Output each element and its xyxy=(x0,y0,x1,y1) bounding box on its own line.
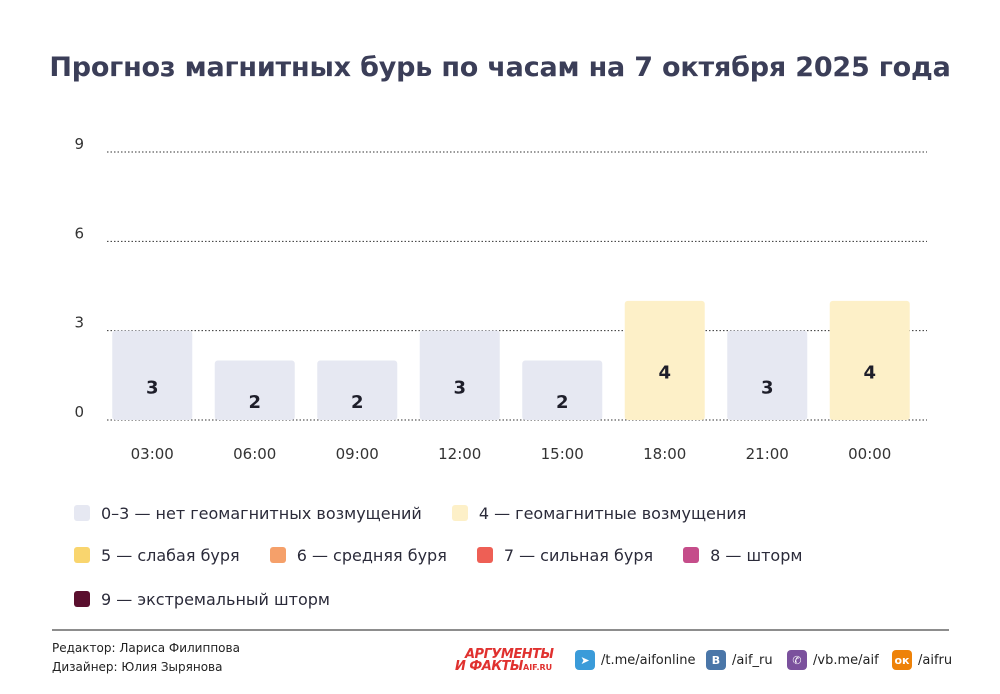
legend-row-3: 9 — экстремальный шторм xyxy=(74,587,360,611)
legend-swatch xyxy=(269,547,286,563)
bar-value-label: 4 xyxy=(863,362,876,383)
legend-label: 6 — средняя буря xyxy=(296,545,447,565)
bar-value-label: 4 xyxy=(658,362,671,383)
bar-value-label: 3 xyxy=(146,377,159,398)
legend-item-9: 9 — экстремальный шторм xyxy=(74,590,330,609)
legend-swatch xyxy=(476,547,493,563)
x-tick-label: 00:00 xyxy=(848,445,891,463)
legend-row-2: 5 — слабая буря 6 — средняя буря 7 — сил… xyxy=(74,543,832,567)
legend-swatch xyxy=(74,547,90,563)
logo-url: AIF.RU xyxy=(523,663,553,672)
bar xyxy=(829,300,910,420)
bar-value-label: 2 xyxy=(248,392,261,413)
legend-item-7: 7 — сильная буря xyxy=(476,545,654,565)
legend-label: 4 — геомагнитные возмущения xyxy=(478,503,747,523)
x-tick-label: 21:00 xyxy=(746,445,789,463)
aif-logo[interactable]: АРГУМЕНТЫ И ФАКТЫ AIF.RU xyxy=(455,647,563,675)
bar xyxy=(419,330,500,420)
social-link-text: /aif_ru xyxy=(732,652,773,668)
telegram-icon: ➤ xyxy=(575,650,595,670)
bar xyxy=(624,300,705,420)
editor-credit: Редактор: Лариса Филиппова xyxy=(52,641,240,655)
legend-row-1: 0–3 — нет геомагнитных возмущений 4 — ге… xyxy=(74,501,776,525)
logo-text-top: АРГУМЕНТЫ xyxy=(465,647,554,662)
bars: 3 2 2 3 2 4 3 4 xyxy=(112,300,910,420)
odnoklassniki-icon: ок xyxy=(892,650,912,670)
bar-value-label: 2 xyxy=(556,392,569,413)
bar-value-label: 3 xyxy=(761,377,774,398)
viber-icon: ✆ xyxy=(787,650,807,670)
x-tick-label: 18:00 xyxy=(643,445,686,463)
x-tick-label: 06:00 xyxy=(233,445,276,463)
legend-item-5: 5 — слабая буря xyxy=(74,546,240,565)
bar-chart: 0 3 6 9 3 2 2 3 2 4 3 4 03:00 06:00 09:00 12:00 15:00 1… xyxy=(74,135,927,463)
bar xyxy=(727,330,808,420)
legend-label: 8 — шторм xyxy=(710,545,803,565)
bar xyxy=(214,360,295,420)
social-viber[interactable]: ✆ /vb.me/aif xyxy=(787,650,879,670)
x-tick-label: 15:00 xyxy=(541,445,584,463)
bar xyxy=(317,360,398,420)
legend-swatch xyxy=(74,505,90,521)
x-tick-label: 09:00 xyxy=(336,445,379,463)
legend-item-8: 8 — шторм xyxy=(683,546,802,565)
x-tick-label: 12:00 xyxy=(438,445,481,463)
legend-label: 0–3 — нет геомагнитных возмущений xyxy=(101,503,422,523)
social-link-text: /aifru xyxy=(918,652,953,668)
bar-value-label: 3 xyxy=(453,377,466,398)
y-tick-label: 6 xyxy=(74,224,84,242)
bar-value-label: 2 xyxy=(351,392,364,413)
legend-item-0-3: 0–3 — нет геомагнитных возмущений xyxy=(74,504,422,523)
legend-swatch xyxy=(683,547,700,563)
x-axis-ticks: 03:00 06:00 09:00 12:00 15:00 18:00 21:00 00:00 xyxy=(131,445,892,463)
y-tick-label: 0 xyxy=(74,403,84,421)
legend-label: 5 — слабая буря xyxy=(101,545,240,565)
legend-swatch xyxy=(74,591,90,607)
designer-credit: Дизайнер: Юлия Зырянова xyxy=(52,660,223,674)
x-tick-label: 03:00 xyxy=(131,445,174,463)
social-telegram[interactable]: ➤ /t.me/aifonline xyxy=(575,650,695,670)
bar xyxy=(112,330,193,420)
y-tick-label: 3 xyxy=(74,314,84,332)
vk-icon: В xyxy=(706,650,726,670)
legend-item-6: 6 — средняя буря xyxy=(269,545,447,565)
social-vk[interactable]: В /aif_ru xyxy=(706,650,773,670)
logo-text-bottom: И ФАКТЫ xyxy=(455,659,523,674)
social-link-text: /t.me/aifonline xyxy=(601,652,696,668)
footer-divider xyxy=(52,629,949,631)
y-tick-label: 9 xyxy=(74,135,84,153)
chart-title: Прогноз магнитных бурь по часам на 7 окт… xyxy=(49,52,951,83)
legend-swatch xyxy=(451,505,468,521)
legend-label: 9 — экстремальный шторм xyxy=(101,589,330,609)
bar xyxy=(522,360,603,420)
y-axis-ticks: 0 3 6 9 xyxy=(74,135,84,421)
legend-item-4: 4 — геомагнитные возмущения xyxy=(451,503,747,523)
credits: Редактор: Лариса Филиппова Дизайнер: Юли… xyxy=(52,639,240,677)
social-odnoklassniki[interactable]: ок /aifru xyxy=(892,650,952,670)
legend-label: 7 — сильная буря xyxy=(503,545,654,565)
social-link-text: /vb.me/aif xyxy=(813,652,879,668)
